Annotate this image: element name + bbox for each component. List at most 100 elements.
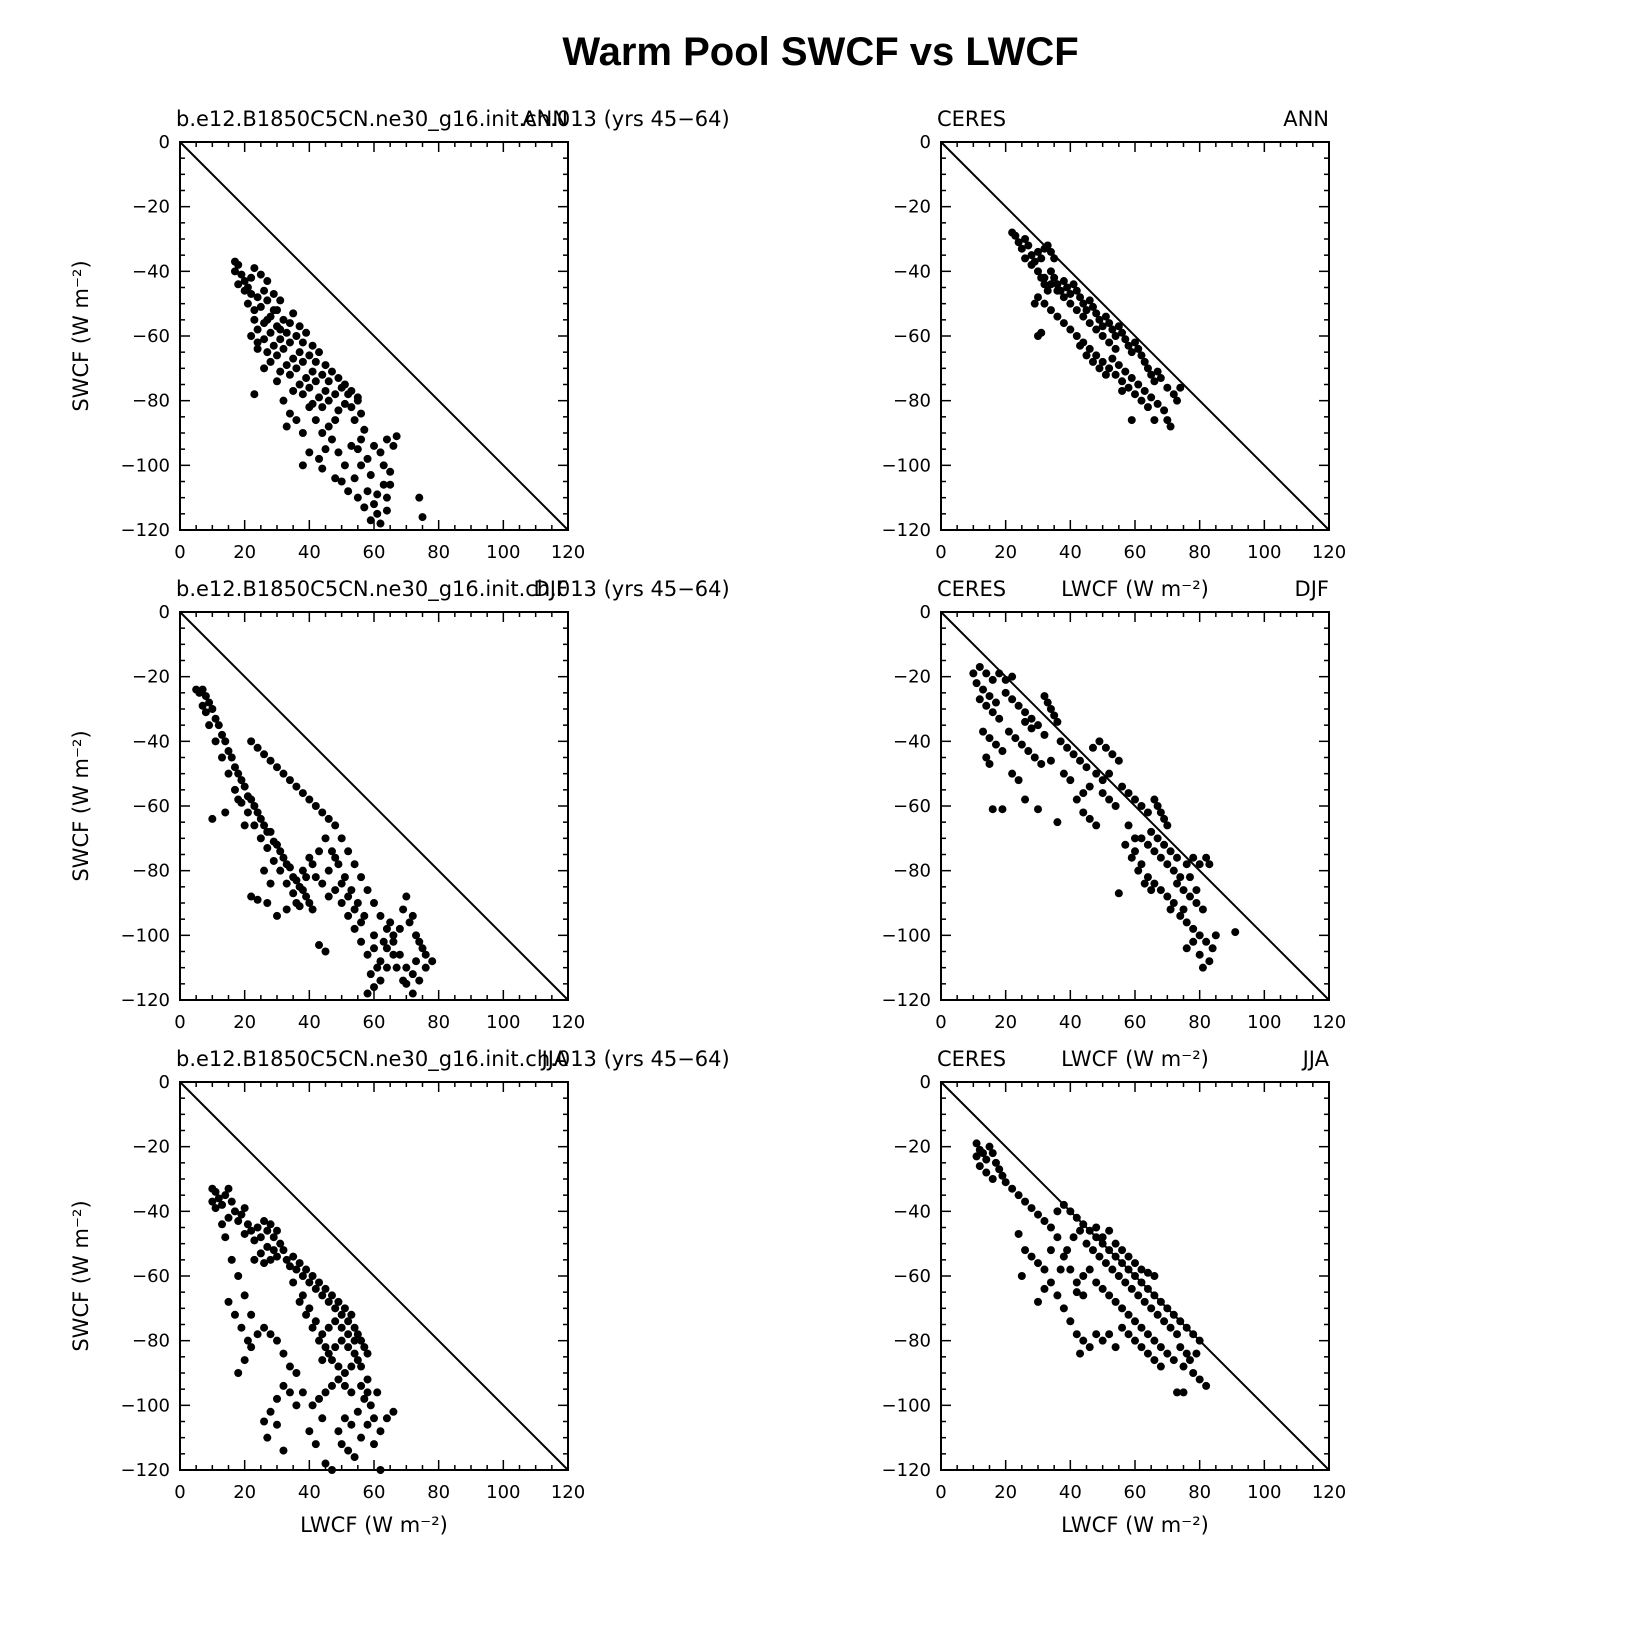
data-point — [1179, 905, 1188, 914]
data-point — [214, 721, 223, 730]
data-point — [279, 769, 288, 778]
data-point — [221, 808, 230, 817]
data-point — [256, 1233, 265, 1242]
data-point — [1043, 698, 1052, 707]
reference-line — [179, 611, 569, 1001]
data-point — [1108, 1265, 1117, 1274]
data-point — [988, 1149, 997, 1158]
data-point — [1088, 357, 1097, 366]
data-point — [1121, 1278, 1130, 1287]
data-point — [1076, 1226, 1085, 1235]
data-point — [350, 1336, 359, 1345]
data-point — [1114, 756, 1123, 765]
data-point — [285, 409, 294, 418]
data-point — [1156, 853, 1165, 862]
y-axis-label: SWCF (W m⁻²) — [69, 260, 93, 411]
data-point — [253, 338, 262, 347]
data-point — [279, 1246, 288, 1255]
data-point — [276, 866, 285, 875]
data-point — [1173, 1330, 1182, 1339]
data-point — [1147, 827, 1156, 836]
panel-1: 0 20 40 60 80 100 120 0 −20 −40 −60 −80 −100 −120 b.e1… — [69, 107, 730, 563]
data-point — [1021, 254, 1030, 263]
panel-2: 0 20 40 60 80 100 120 0 −20 −40 −60 −80 −100 −120 CERE… — [882, 107, 1347, 563]
panel-title-right: DJF — [1295, 577, 1329, 601]
data-point — [1105, 338, 1114, 347]
data-point — [1111, 332, 1120, 340]
data-point — [1072, 286, 1081, 295]
y-tick-label: −120 — [882, 990, 931, 1011]
data-point — [247, 332, 256, 340]
data-point — [1150, 847, 1159, 856]
data-point — [1034, 805, 1042, 814]
data-point — [260, 1217, 269, 1226]
data-point — [334, 448, 343, 457]
data-point — [389, 441, 398, 450]
data-point — [363, 1420, 372, 1429]
data-point — [260, 821, 269, 830]
data-point — [1166, 422, 1175, 431]
y-tick-label: −40 — [893, 731, 931, 752]
x-tick-label: 80 — [1188, 542, 1211, 563]
data-point — [240, 1204, 249, 1213]
data-point — [247, 273, 256, 282]
x-tick-label: 60 — [363, 542, 386, 563]
data-point — [253, 743, 262, 752]
data-point — [975, 1162, 984, 1171]
data-point — [1082, 306, 1091, 315]
data-point — [315, 1336, 324, 1345]
data-point — [302, 328, 311, 337]
data-point — [247, 289, 256, 298]
data-point — [321, 386, 330, 395]
data-point — [311, 416, 320, 425]
data-point — [201, 708, 210, 717]
data-point — [1101, 743, 1110, 752]
y-tick-label: −80 — [893, 861, 931, 882]
data-point — [1131, 390, 1139, 399]
data-point — [969, 669, 978, 678]
data-point — [337, 477, 346, 486]
data-point — [334, 1375, 343, 1384]
data-point — [266, 357, 275, 366]
data-point — [334, 374, 343, 383]
data-point — [1105, 1330, 1114, 1339]
data-point — [318, 1356, 327, 1365]
data-point — [331, 474, 340, 483]
data-point — [253, 1330, 262, 1339]
x-tick-label: 20 — [233, 1012, 256, 1033]
data-point — [995, 669, 1004, 678]
data-point — [318, 808, 327, 817]
data-point — [305, 448, 314, 457]
data-point — [221, 737, 230, 746]
y-tick-label: −40 — [132, 731, 170, 752]
data-point — [237, 1210, 246, 1219]
data-point — [289, 1252, 298, 1261]
data-point — [1105, 769, 1114, 778]
data-point — [1134, 1291, 1143, 1300]
data-point — [321, 1284, 330, 1293]
data-point — [1027, 724, 1036, 733]
data-point — [273, 377, 281, 386]
data-point — [253, 1223, 262, 1232]
data-point — [1173, 1388, 1182, 1397]
data-point — [340, 1369, 349, 1377]
data-point — [972, 679, 981, 688]
data-point — [1114, 1272, 1123, 1280]
data-point — [269, 341, 278, 350]
data-point — [305, 1427, 314, 1436]
data-point — [985, 734, 994, 743]
data-point — [1066, 1265, 1075, 1274]
data-point — [308, 367, 317, 376]
panel-6: 0 20 40 60 80 100 120 0 −20 −40 −60 −80 −100 −120 CERE… — [882, 1047, 1347, 1537]
data-point — [353, 493, 362, 502]
data-point — [1034, 247, 1042, 256]
data-point — [347, 441, 356, 450]
data-point — [421, 963, 430, 972]
data-point — [363, 454, 372, 463]
y-tick-label: −60 — [893, 1266, 931, 1287]
data-point — [1072, 306, 1081, 315]
data-point — [363, 487, 372, 496]
data-point — [1118, 1259, 1127, 1268]
data-point — [363, 1375, 372, 1384]
data-point — [392, 963, 401, 972]
